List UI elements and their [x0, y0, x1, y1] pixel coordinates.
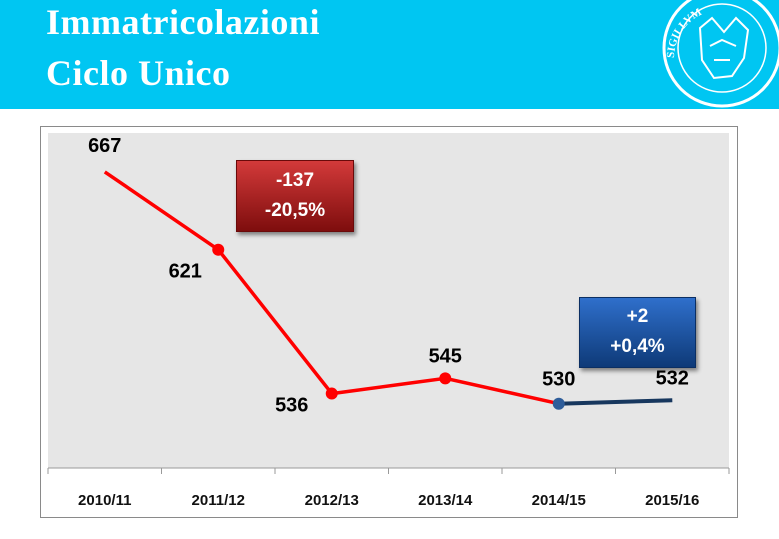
data-point — [325, 387, 338, 400]
x-tick-label: 2011/12 — [192, 492, 245, 509]
x-tick-label: 2010/11 — [78, 492, 131, 509]
decrease-callout: -137 -20,5% — [236, 160, 354, 232]
page-title: Immatricolazioni — [46, 2, 320, 42]
x-tick-label: 2012/13 — [305, 492, 359, 509]
page-subtitle: Ciclo Unico — [46, 53, 231, 93]
x-tick-label: 2015/16 — [645, 492, 699, 509]
series-line-blue — [558, 398, 673, 406]
increase-callout-percent: +0,4% — [610, 336, 665, 357]
header-banner: Immatricolazioni Ciclo Unico SIGILLVM — [0, 0, 779, 109]
data-label: 536 — [275, 395, 308, 417]
university-seal-icon: SIGILLVM — [662, 0, 779, 108]
data-point — [552, 397, 565, 410]
data-label: 667 — [88, 135, 121, 157]
decrease-callout-count: -137 — [275, 170, 315, 191]
data-label: 621 — [169, 261, 202, 283]
decrease-callout-percent: -20,5% — [264, 200, 326, 221]
increase-callout: +2 +0,4% — [579, 297, 696, 368]
data-label: 545 — [429, 345, 462, 367]
data-label: 530 — [542, 369, 575, 391]
data-point — [212, 243, 225, 256]
x-tick-label: 2014/15 — [532, 492, 586, 509]
x-tick-label: 2013/14 — [418, 492, 473, 509]
data-point — [439, 372, 452, 385]
increase-callout-count: +2 — [626, 306, 649, 327]
data-label: 532 — [656, 367, 689, 389]
